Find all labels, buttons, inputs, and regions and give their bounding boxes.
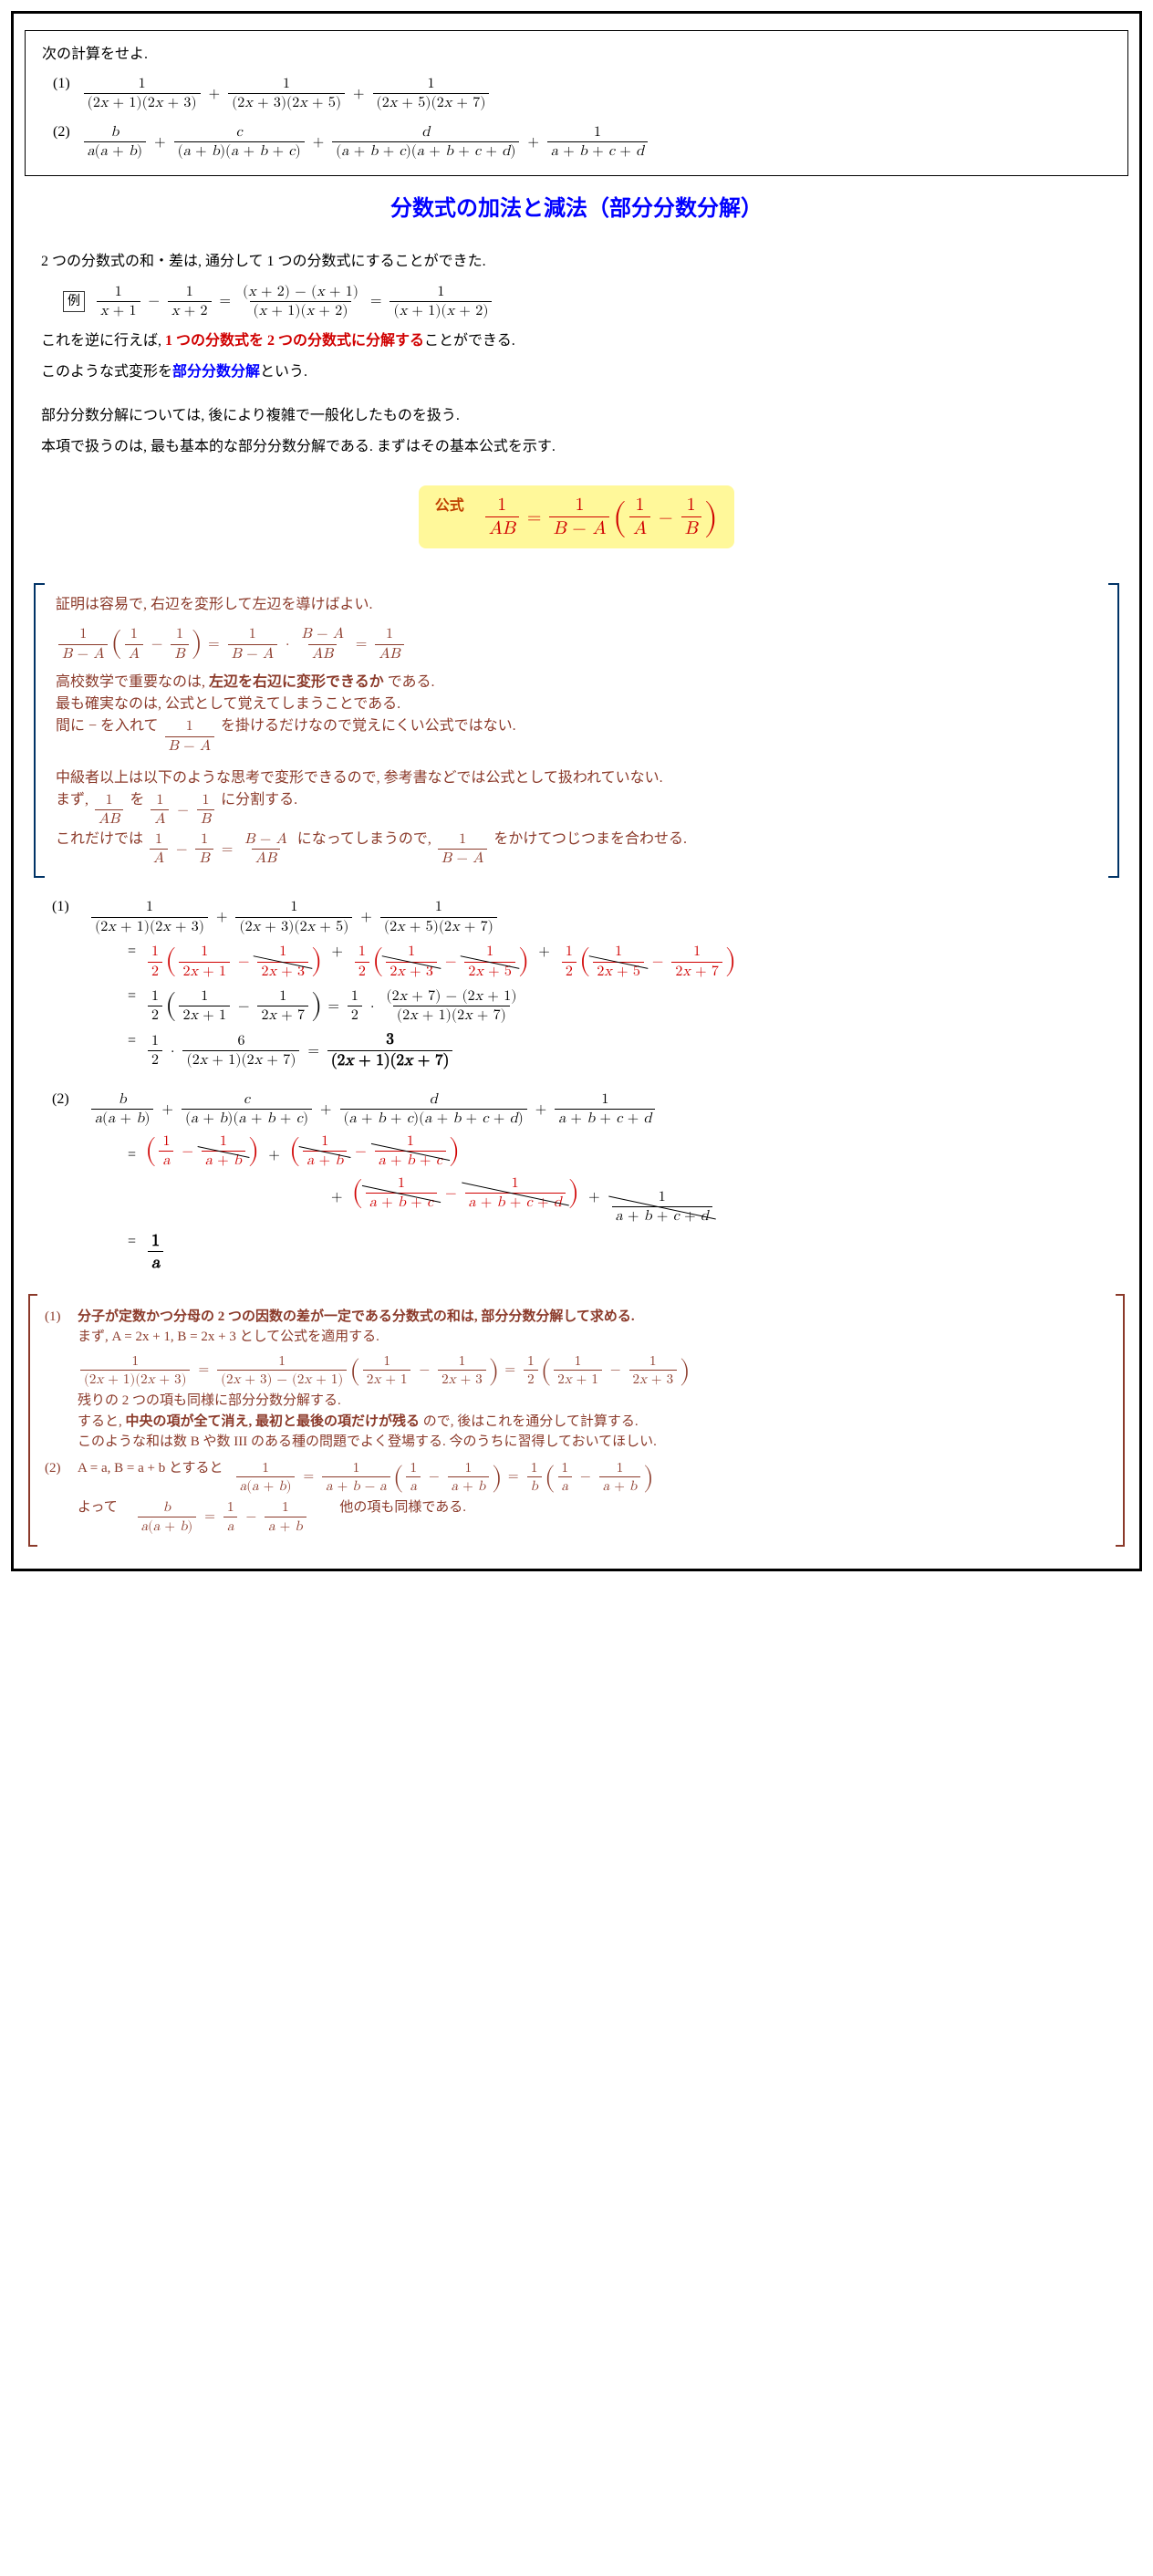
proof-l1: 証明は容易で, 右辺を変形して左辺を導けばよい. [56,594,1097,616]
problem-num-2: (2) [53,124,70,140]
proof-l5: 中級者以上は以下のような思考で変形できるので, 参考書などでは公式として扱われて… [56,767,1097,789]
page-title: 分数式の加法と減法（部分分数分解） [25,193,1128,225]
problem-box: 次の計算をせよ. (1) 1(2x + 1)(2x + 3) + 1(2x + … [25,30,1128,176]
problem-1: (1) 1(2x + 1)(2x + 3) + 1(2x + 3)(2x + 5… [53,73,1100,112]
formula-label: 公式 [435,498,464,514]
problem-2: (2) ba(a + b) + c(a + b)(a + b + c) + d(… [53,121,1100,161]
formula-wrap: 公式 1AB = 1B − A ( 1A − 1B ) [25,467,1128,567]
notes-block: (1) 分子が定数かつ分母の 2 つの因数の差が一定である分数式の和は, 部分分… [28,1294,1125,1547]
intro-4: 部分分数分解については, 後により複雑で一般化したものを扱う. [41,405,1112,427]
page: 次の計算をせよ. (1) 1(2x + 1)(2x + 3) + 1(2x + … [11,11,1142,1571]
sol-num-1: (1) [52,896,85,918]
intro-3: このような式変形を部分分数分解という. [41,361,1112,383]
problem-lead: 次の計算をせよ. [42,44,1111,66]
intro-2: これを逆に行えば, 1 つの分数式を 2 つの分数式に分解することができる. [41,330,1112,352]
problem-num-1: (1) [53,76,70,91]
intro-5: 本項で扱うのは, 最も基本的な部分分数分解である. まずはその基本公式を示す. [41,436,1112,458]
note-num-2: (2) [45,1458,72,1479]
solution-1: (1) 1(2x + 1)(2x + 3) + 1(2x + 3)(2x + 5… [52,896,1101,1070]
sol-num-2: (2) [52,1089,85,1111]
proof-l7: これだけでは 1A − 1B = B − AAB になってしまうので, 1B −… [56,829,1097,868]
proof-l4: 間に − を入れて 1B − A を掛けるだけなので覚えにくい公式ではない. [56,715,1097,755]
proof-l2: 高校数学で重要なのは, 左辺を右辺に変形できるか である. [56,672,1097,694]
proof-block: 証明は容易で, 右辺を変形して左辺を導けばよい. 1B − A ( 1A − 1… [34,583,1119,878]
solution-2: (2) ba(a + b) + c(a + b)(a + b + c) + d(… [52,1089,1101,1272]
proof-l6: まず, 1AB を 1A−1B に分割する. [56,789,1097,829]
proof-l3: 最も確実なのは, 公式として覚えてしまうことである. [56,694,1097,715]
formula-banner: 公式 1AB = 1B − A ( 1A − 1B ) [419,485,735,548]
note-num-1: (1) [45,1307,72,1328]
example-label: 例 [63,291,85,312]
intro-example: 例 1x + 1 − 1x + 2 = (x + 2) − (x + 1)(x … [63,284,1090,320]
intro-1: 2 つの分数式の和・差は, 通分して 1 つの分数式にすることができた. [41,251,1112,273]
